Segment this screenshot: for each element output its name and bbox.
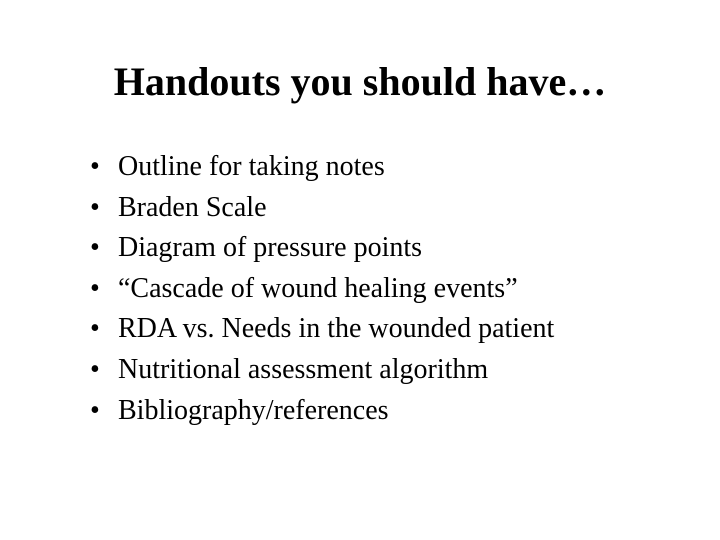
list-item: • RDA vs. Needs in the wounded patient <box>90 309 660 350</box>
bullet-text: Diagram of pressure points <box>118 228 660 269</box>
bullet-text: RDA vs. Needs in the wounded patient <box>118 309 660 350</box>
list-item: • Diagram of pressure points <box>90 228 660 269</box>
slide: Handouts you should have… • Outline for … <box>0 0 720 540</box>
bullet-text: Braden Scale <box>118 188 660 229</box>
bullet-list: • Outline for taking notes • Braden Scal… <box>60 147 660 431</box>
slide-title: Handouts you should have… <box>60 58 660 105</box>
list-item: • “Cascade of wound healing events” <box>90 269 660 310</box>
bullet-icon: • <box>90 309 118 350</box>
list-item: • Braden Scale <box>90 188 660 229</box>
bullet-icon: • <box>90 188 118 229</box>
bullet-icon: • <box>90 391 118 432</box>
bullet-icon: • <box>90 350 118 391</box>
bullet-icon: • <box>90 147 118 188</box>
bullet-text: “Cascade of wound healing events” <box>118 269 660 310</box>
list-item: • Nutritional assessment algorithm <box>90 350 660 391</box>
bullet-icon: • <box>90 228 118 269</box>
bullet-text: Bibliography/references <box>118 391 660 432</box>
bullet-text: Nutritional assessment algorithm <box>118 350 660 391</box>
list-item: • Bibliography/references <box>90 391 660 432</box>
bullet-text: Outline for taking notes <box>118 147 660 188</box>
list-item: • Outline for taking notes <box>90 147 660 188</box>
bullet-icon: • <box>90 269 118 310</box>
